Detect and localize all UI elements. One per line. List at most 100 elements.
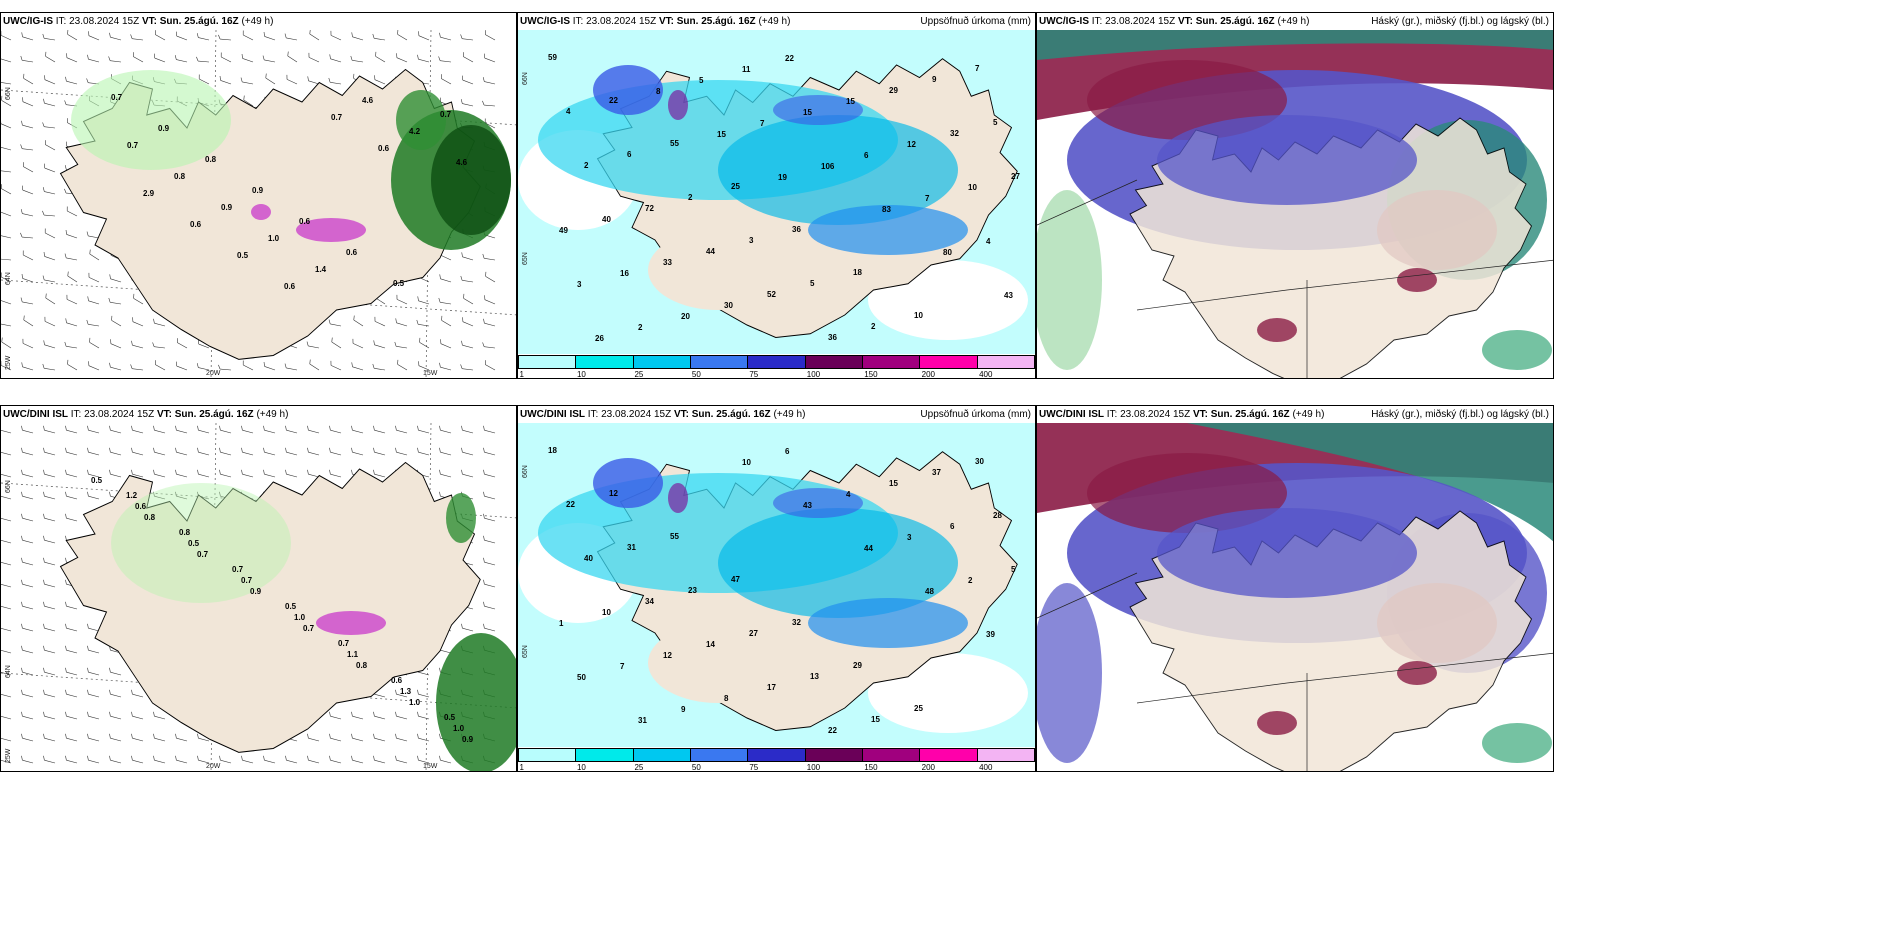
wind-barb [22, 250, 34, 261]
wind-barb [416, 319, 430, 327]
barb-flag [87, 645, 89, 651]
precip-value: 31 [638, 716, 647, 725]
value-label: 0.8 [356, 661, 368, 670]
wind-barb [109, 274, 122, 283]
barb-flag [109, 32, 111, 38]
colorbar-ticks: 1 10 25 50 75 100 150 200 400 [518, 763, 1035, 771]
barb-staff [396, 322, 408, 327]
wind-barb [43, 733, 56, 742]
barb-staff [66, 299, 78, 305]
wind-barb [439, 274, 452, 283]
barb-flag [43, 711, 45, 717]
axis-label: 20W [206, 370, 221, 377]
wind-barb [417, 711, 430, 720]
barb-flag [177, 338, 178, 343]
barb-flag [329, 425, 331, 431]
barb-staff [308, 451, 320, 456]
wind-barb [263, 755, 276, 764]
wind-barb [43, 667, 56, 676]
barb-flag [351, 447, 353, 453]
barb-staff [286, 367, 298, 371]
barb-staff [45, 297, 56, 305]
panel-dini-wind: UWC/DINI ISL IT: 23.08.2024 15Z VT: Sun.… [0, 405, 517, 772]
barb-flag [23, 73, 25, 79]
highcloud-band [1187, 423, 1553, 542]
barb-staff [44, 37, 56, 41]
wind-barb [265, 73, 276, 85]
barb-staff [485, 364, 496, 371]
barb-flag [109, 362, 111, 368]
barb-staff [132, 473, 144, 478]
wind-barb [130, 34, 144, 41]
barb-staff [484, 57, 496, 63]
barb-staff [374, 37, 386, 41]
precip-value: 18 [853, 268, 862, 277]
barb-flag [109, 469, 111, 475]
barb-staff [309, 33, 320, 41]
barb-flag [87, 296, 89, 301]
barb-staff [265, 77, 276, 85]
barb-flag [353, 315, 355, 321]
barb-flag [153, 53, 156, 59]
barb-flag [373, 425, 375, 431]
precip-value: 22 [566, 500, 575, 509]
barb-staff [484, 627, 496, 632]
wind-barb [1, 539, 12, 544]
barb-flag [439, 755, 441, 761]
graticule-line [1, 279, 516, 316]
barb-flag [285, 755, 287, 761]
barb-staff [330, 323, 342, 327]
barb-flag [350, 55, 353, 61]
barb-staff [66, 257, 78, 261]
model-name: UWC/DINI ISL [1039, 409, 1104, 420]
wind-barb [241, 425, 254, 434]
barb-flag [66, 206, 68, 212]
barb-staff [66, 451, 78, 456]
wind-barb [351, 447, 364, 456]
barb-flag [153, 755, 155, 761]
barb-flag [395, 425, 397, 431]
rain-area [396, 90, 446, 150]
precip-value: 44 [864, 544, 873, 553]
barb-staff [44, 367, 56, 371]
precip-value: 59 [548, 53, 557, 62]
barb-staff [177, 342, 188, 349]
barb-staff [462, 344, 474, 349]
barb-staff [44, 693, 56, 698]
wind-barb [153, 491, 166, 500]
wind-barb [153, 755, 166, 764]
barb-flag [461, 425, 463, 431]
panel-igis-wind: UWC/IG-IS IT: 23.08.2024 15Z VT: Sun. 25… [0, 12, 517, 379]
barb-flag [22, 250, 24, 256]
barb-staff [220, 451, 232, 456]
barb-staff [484, 583, 496, 588]
barb-flag [397, 30, 399, 35]
barb-flag [197, 755, 199, 761]
wind-barb [43, 163, 56, 173]
barb-staff [1, 365, 12, 371]
precip-value: 34 [645, 597, 654, 606]
precip-value: 8 [656, 87, 661, 96]
barb-staff [440, 278, 452, 283]
barb-staff [22, 495, 34, 500]
wind-barb [64, 253, 78, 261]
barb-staff [66, 737, 78, 742]
barb-staff [1, 58, 12, 63]
wind-barb [308, 52, 320, 63]
barb-staff [286, 79, 298, 85]
barb-staff [88, 627, 100, 632]
wind-barb [483, 579, 496, 588]
precip-value: 12 [609, 489, 618, 498]
barb-staff [67, 275, 78, 283]
precip-value: 39 [986, 630, 995, 639]
precip-value: 7 [975, 64, 980, 73]
barb-flag [263, 755, 265, 761]
wind-barb [65, 318, 78, 327]
barb-flag [88, 361, 90, 366]
barb-flag [42, 210, 45, 216]
barb-staff [88, 300, 100, 305]
barb-staff [418, 715, 430, 720]
barb-flag [43, 469, 45, 475]
value-label: 2.9 [143, 189, 155, 198]
barb-staff [418, 300, 430, 305]
